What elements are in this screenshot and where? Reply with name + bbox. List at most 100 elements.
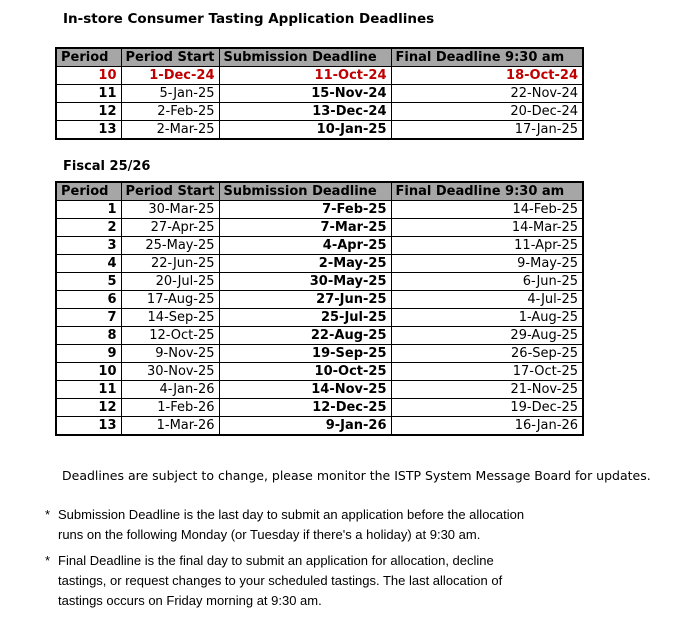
- cell-final: 20-Dec-24: [390, 102, 584, 121]
- table-row: 12 1-Feb-26 12-Dec-25 19-Dec-25: [55, 398, 584, 417]
- header-final-deadline: Final Deadline 9:30 am: [390, 47, 584, 67]
- cell-period: 10: [55, 66, 122, 85]
- table-row: 13 1-Mar-26 9-Jan-26 16-Jan-26: [55, 416, 584, 436]
- cell-start: 2-Mar-25: [120, 120, 220, 140]
- cell-final: 17-Oct-25: [390, 362, 584, 381]
- cell-period: 13: [55, 416, 122, 436]
- table-header-row: Period Period Start Submission Deadline …: [55, 47, 584, 67]
- cell-start: 30-Mar-25: [120, 200, 220, 219]
- cell-start: 1-Mar-26: [120, 416, 220, 436]
- table-row: 7 14-Sep-25 25-Jul-25 1-Aug-25: [55, 308, 584, 327]
- cell-final: 6-Jun-25: [390, 272, 584, 291]
- table-row: 8 12-Oct-25 22-Aug-25 29-Aug-25: [55, 326, 584, 345]
- table-row: 6 17-Aug-25 27-Jun-25 4-Jul-25: [55, 290, 584, 309]
- cell-period: 7: [55, 308, 122, 327]
- cell-final: 26-Sep-25: [390, 344, 584, 363]
- table-row: 10 30-Nov-25 10-Oct-25 17-Oct-25: [55, 362, 584, 381]
- header-period-start: Period Start: [120, 181, 220, 201]
- cell-submission: 15-Nov-24: [218, 84, 392, 103]
- cell-final: 17-Jan-25: [390, 120, 584, 140]
- cell-submission: 27-Jun-25: [218, 290, 392, 309]
- header-submission-deadline: Submission Deadline: [218, 181, 392, 201]
- note-line: tastings, or request changes to your sch…: [58, 573, 503, 588]
- cell-start: 12-Oct-25: [120, 326, 220, 345]
- header-final-deadline: Final Deadline 9:30 am: [390, 181, 584, 201]
- table-header-row: Period Period Start Submission Deadline …: [55, 181, 584, 201]
- cell-final: 14-Feb-25: [390, 200, 584, 219]
- cell-submission: 7-Feb-25: [218, 200, 392, 219]
- cell-period: 1: [55, 200, 122, 219]
- cell-period: 5: [55, 272, 122, 291]
- note-line: tastings occurs on Friday morning at 9:3…: [58, 593, 322, 608]
- cell-start: 17-Aug-25: [120, 290, 220, 309]
- cell-submission: 2-May-25: [218, 254, 392, 273]
- cell-start: 5-Jan-25: [120, 84, 220, 103]
- cell-submission: 10-Oct-25: [218, 362, 392, 381]
- cell-period: 3: [55, 236, 122, 255]
- cell-period: 8: [55, 326, 122, 345]
- cell-period: 10: [55, 362, 122, 381]
- cell-period: 2: [55, 218, 122, 237]
- cell-start: 22-Jun-25: [120, 254, 220, 273]
- cell-final: 1-Aug-25: [390, 308, 584, 327]
- cell-start: 30-Nov-25: [120, 362, 220, 381]
- table-row: 5 20-Jul-25 30-May-25 6-Jun-25: [55, 272, 584, 291]
- note-line: Final Deadline is the final day to submi…: [58, 553, 494, 568]
- cell-final: 11-Apr-25: [390, 236, 584, 255]
- cell-period: 9: [55, 344, 122, 363]
- submission-deadline-note: * Submission Deadline is the last day to…: [45, 505, 524, 545]
- monitor-note: Deadlines are subject to change, please …: [62, 468, 651, 483]
- cell-submission: 9-Jan-26: [218, 416, 392, 436]
- table-row: 11 5-Jan-25 15-Nov-24 22-Nov-24: [55, 84, 584, 103]
- cell-start: 4-Jan-26: [120, 380, 220, 399]
- page-title: In-store Consumer Tasting Application De…: [63, 11, 435, 27]
- cell-final: 29-Aug-25: [390, 326, 584, 345]
- header-period: Period: [55, 181, 122, 201]
- cell-submission: 30-May-25: [218, 272, 392, 291]
- cell-period: 11: [55, 84, 122, 103]
- table-row: 9 9-Nov-25 19-Sep-25 26-Sep-25: [55, 344, 584, 363]
- note-line: runs on the following Monday (or Tuesday…: [58, 527, 481, 542]
- final-deadline-note: * Final Deadline is the final day to sub…: [45, 551, 502, 611]
- header-submission-deadline: Submission Deadline: [218, 47, 392, 67]
- table-row: 3 25-May-25 4-Apr-25 11-Apr-25: [55, 236, 584, 255]
- cell-start: 20-Jul-25: [120, 272, 220, 291]
- cell-submission: 22-Aug-25: [218, 326, 392, 345]
- cell-start: 14-Sep-25: [120, 308, 220, 327]
- cell-final: 4-Jul-25: [390, 290, 584, 309]
- cell-submission: 10-Jan-25: [218, 120, 392, 140]
- cell-final: 9-May-25: [390, 254, 584, 273]
- table-row: 11 4-Jan-26 14-Nov-25 21-Nov-25: [55, 380, 584, 399]
- cell-submission: 13-Dec-24: [218, 102, 392, 121]
- cell-period: 4: [55, 254, 122, 273]
- header-period-start: Period Start: [120, 47, 220, 67]
- cell-submission: 11-Oct-24: [218, 66, 392, 85]
- cell-start: 9-Nov-25: [120, 344, 220, 363]
- cell-start: 1-Dec-24: [120, 66, 220, 85]
- cell-submission: 12-Dec-25: [218, 398, 392, 417]
- cell-submission: 14-Nov-25: [218, 380, 392, 399]
- cell-start: 2-Feb-25: [120, 102, 220, 121]
- cell-start: 25-May-25: [120, 236, 220, 255]
- table-row: 2 27-Apr-25 7-Mar-25 14-Mar-25: [55, 218, 584, 237]
- fiscal-deadlines-table: Period Period Start Submission Deadline …: [55, 181, 584, 436]
- table-row: 10 1-Dec-24 11-Oct-24 18-Oct-24: [55, 66, 584, 85]
- cell-final: 14-Mar-25: [390, 218, 584, 237]
- fiscal-section-label: Fiscal 25/26: [63, 159, 151, 174]
- note-line: Submission Deadline is the last day to s…: [58, 507, 525, 522]
- cell-period: 12: [55, 398, 122, 417]
- cell-submission: 19-Sep-25: [218, 344, 392, 363]
- cell-submission: 4-Apr-25: [218, 236, 392, 255]
- current-deadlines-table: Period Period Start Submission Deadline …: [55, 47, 584, 140]
- cell-period: 12: [55, 102, 122, 121]
- table-row: 13 2-Mar-25 10-Jan-25 17-Jan-25: [55, 120, 584, 140]
- cell-final: 21-Nov-25: [390, 380, 584, 399]
- cell-final: 18-Oct-24: [390, 66, 584, 85]
- cell-final: 22-Nov-24: [390, 84, 584, 103]
- table-row: 1 30-Mar-25 7-Feb-25 14-Feb-25: [55, 200, 584, 219]
- cell-period: 13: [55, 120, 122, 140]
- cell-submission: 7-Mar-25: [218, 218, 392, 237]
- cell-period: 11: [55, 380, 122, 399]
- table-row: 4 22-Jun-25 2-May-25 9-May-25: [55, 254, 584, 273]
